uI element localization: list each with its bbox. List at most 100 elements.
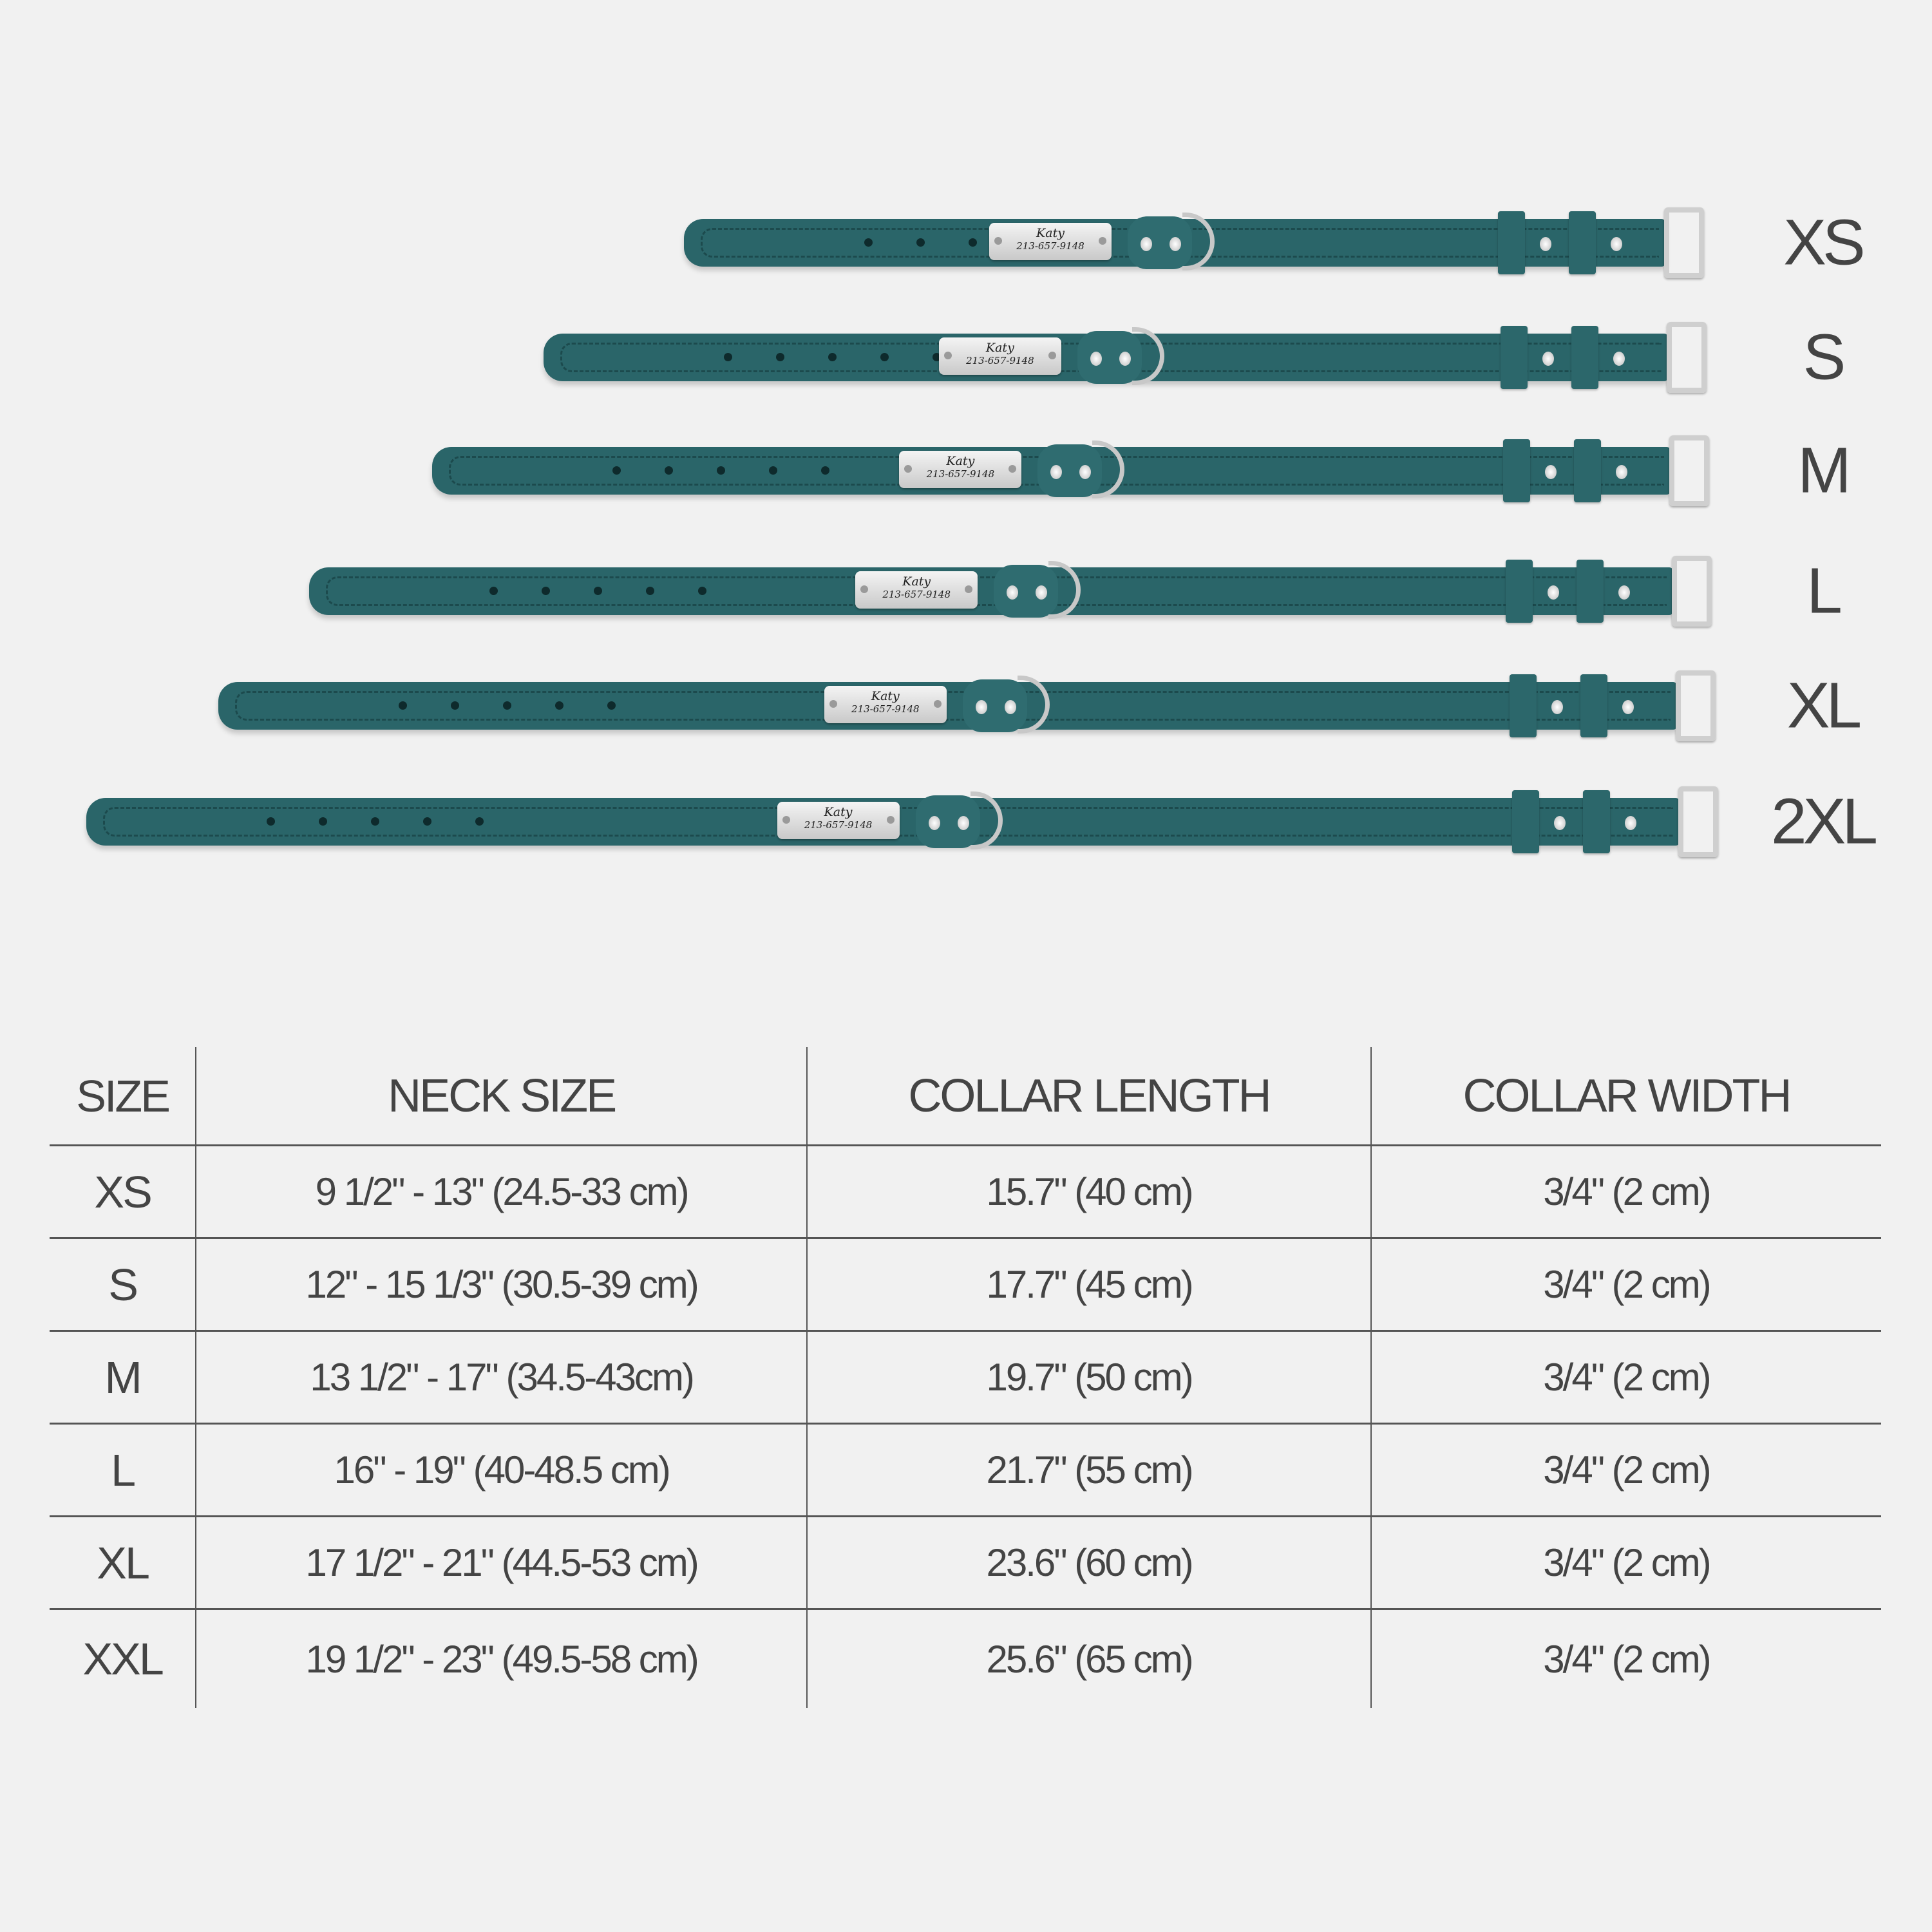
keeper-loop (1571, 326, 1598, 389)
adjust-hole (933, 353, 941, 361)
cell-collar-width: 3/4" (2 cm) (1370, 1331, 1881, 1425)
collar-strap (218, 682, 1677, 730)
leather-tab (915, 795, 980, 848)
keeper-loop (1574, 439, 1601, 502)
rivet (1611, 237, 1622, 251)
rivet (975, 700, 987, 714)
buckle (1669, 435, 1709, 506)
adjust-hole (475, 817, 484, 826)
buckle (1678, 786, 1718, 857)
tag-phone: 213-657-9148 (926, 468, 995, 480)
rivet (1622, 700, 1634, 714)
adjust-hole (864, 238, 873, 247)
size-label: 2XL (1771, 785, 1878, 858)
adjust-hole (555, 701, 564, 710)
cell-collar-length: 23.6" (60 cm) (806, 1516, 1371, 1610)
leather-tab (994, 565, 1059, 618)
table-header-row: SIZE NECK SIZE COLLAR LENGTH COLLAR WIDT… (50, 1047, 1881, 1146)
tag-name: Katy (1036, 226, 1065, 240)
cell-collar-width: 3/4" (2 cm) (1370, 1516, 1881, 1610)
adjust-hole (821, 466, 829, 475)
rivet (957, 816, 969, 830)
cell-neck-size: 9 1/2" - 13" (24.5-33 cm) (195, 1145, 808, 1239)
keeper-loop (1577, 560, 1604, 623)
adjust-hole (880, 353, 889, 361)
tag-name: Katy (871, 689, 900, 703)
adjust-hole (717, 466, 725, 475)
cell-collar-length: 15.7" (40 cm) (806, 1145, 1371, 1239)
buckle (1664, 207, 1704, 278)
tag-phone: 213-657-9148 (1016, 240, 1084, 252)
name-tag: Katy 213-657-9148 (855, 571, 978, 609)
size-label: XS (1783, 206, 1865, 279)
rivet (1090, 352, 1102, 366)
keeper-loop (1506, 560, 1533, 623)
adjust-hole (594, 587, 602, 595)
rivet (1613, 352, 1625, 366)
cell-size: L (50, 1423, 196, 1517)
adjust-hole (423, 817, 431, 826)
cell-collar-length: 17.7" (45 cm) (806, 1238, 1371, 1332)
tag-name: Katy (824, 805, 853, 819)
adjust-hole (724, 353, 732, 361)
cell-size: XXL (82, 1634, 164, 1684)
rivet (1007, 585, 1019, 600)
header-size: SIZE (50, 1047, 196, 1146)
keeper-loop (1503, 439, 1530, 502)
adjust-hole (489, 587, 498, 595)
rivet (1542, 352, 1554, 366)
adjust-hole (776, 353, 784, 361)
collar-m: Katy 213-657-9148 (432, 435, 1709, 506)
rivet (1618, 585, 1630, 600)
keeper-loop (1512, 790, 1539, 853)
collar-xs: Katy 213-657-9148 (684, 207, 1704, 278)
collar-xl: Katy 213-657-9148 (218, 670, 1716, 741)
adjust-hole (319, 817, 327, 826)
adjust-hole (916, 238, 925, 247)
keeper-loop (1510, 674, 1537, 737)
name-tag: Katy 213-657-9148 (899, 451, 1022, 488)
collar-2xl: Katy 213-657-9148 (86, 786, 1718, 857)
size-label: XL (1786, 669, 1862, 742)
table-row: L 16" - 19" (40-48.5 cm) 21.7" (55 cm) 3/4"… (50, 1423, 1881, 1517)
table-row: S 12" - 15 1/3" (30.5-39 cm) 17.7" (45 cm)… (50, 1238, 1881, 1332)
cell-collar-width: 3/4" (2 cm) (1370, 1238, 1881, 1332)
adjust-hole (828, 353, 837, 361)
cell-neck-size: 16" - 19" (40-48.5 cm) (195, 1423, 808, 1517)
adjust-hole (769, 466, 777, 475)
adjust-hole (969, 238, 977, 247)
rivet (928, 816, 940, 830)
tag-phone: 213-657-9148 (804, 819, 873, 831)
cell-neck-size: 19 1/2" - 23" (49.5-58 cm) (195, 1609, 808, 1708)
leather-tab (1128, 216, 1192, 269)
cell-size: M (50, 1331, 196, 1425)
keeper-loop (1583, 790, 1610, 853)
collar-l: Katy 213-657-9148 (309, 556, 1712, 627)
adjust-hole (665, 466, 673, 475)
size-label: S (1803, 321, 1846, 393)
adjust-hole (698, 587, 706, 595)
name-tag: Katy 213-657-9148 (938, 337, 1061, 375)
keeper-loop (1498, 211, 1525, 274)
cell-collar-length: 19.7" (50 cm) (806, 1331, 1371, 1425)
table-row: XL 17 1/2" - 21" (44.5-53 cm) 23.6" (60 cm… (50, 1516, 1881, 1610)
cell-neck-size: 17 1/2" - 21" (44.5-53 cm) (195, 1516, 808, 1610)
adjust-hole (607, 701, 616, 710)
adjust-hole (612, 466, 621, 475)
rivet (1548, 585, 1559, 600)
tag-name: Katy (946, 454, 975, 468)
rivet (1551, 700, 1563, 714)
name-tag: Katy 213-657-9148 (824, 686, 947, 723)
name-tag: Katy 213-657-9148 (777, 802, 900, 839)
tag-phone: 213-657-9148 (851, 703, 920, 715)
header-collar-length: COLLAR LENGTH (806, 1047, 1371, 1146)
cell-size: XS (50, 1145, 196, 1239)
rivet (1616, 465, 1627, 479)
tag-name: Katy (902, 574, 931, 589)
tag-phone: 213-657-9148 (966, 355, 1034, 366)
cell-size: S (50, 1238, 196, 1332)
cell-neck-size: 13 1/2" - 17" (34.5-43cm) (195, 1331, 808, 1425)
rivet (1119, 352, 1131, 366)
buckle (1676, 670, 1716, 741)
rivet (1050, 465, 1063, 479)
